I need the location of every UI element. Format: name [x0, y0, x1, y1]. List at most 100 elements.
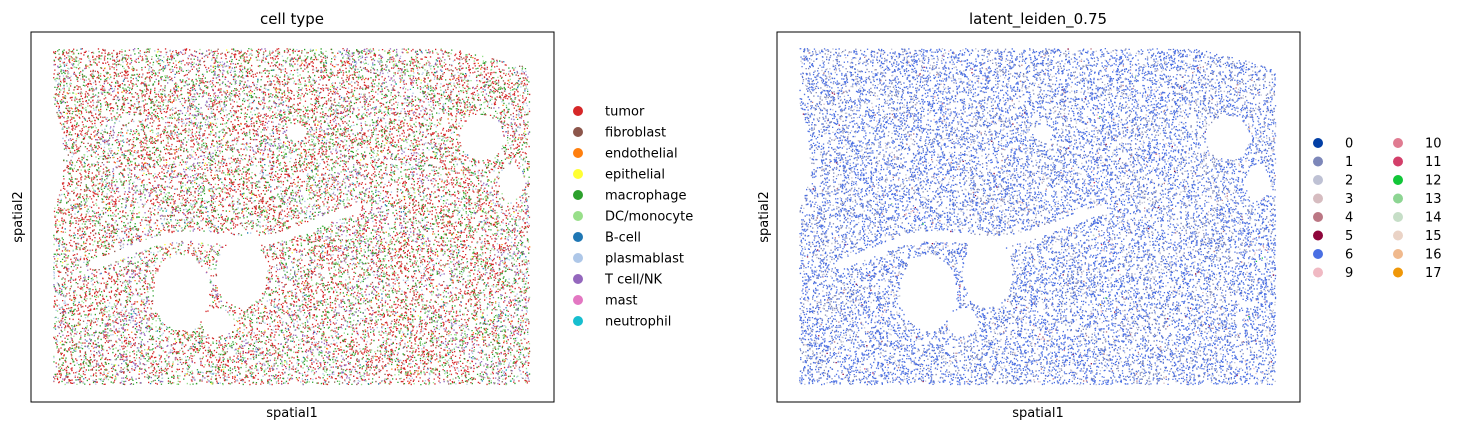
legend-label-3: 3 [1345, 192, 1353, 207]
legend-marker-endothelial [573, 148, 583, 158]
legend-label-4: 4 [1345, 211, 1353, 226]
legend-item-tumor: tumor [573, 105, 645, 120]
points-6 [799, 48, 1277, 386]
legend-label-6: 6 [1345, 248, 1353, 263]
legend-marker-dc-monocyte [573, 211, 583, 221]
legend-marker-fibroblast [573, 127, 583, 137]
legend-marker-13 [1393, 193, 1403, 204]
plot-frame-cell-type [30, 31, 555, 403]
legend-item-3: 3 [1313, 192, 1353, 207]
legend-marker-epithelial [573, 169, 583, 179]
legend-item-t-cell-nk: T cell/NK [573, 273, 663, 288]
legend-item-plasmablast: plasmablast [573, 252, 684, 267]
legend-label-2: 2 [1345, 174, 1353, 189]
legend-label-16: 16 [1425, 248, 1442, 263]
points-neutrophil [61, 83, 528, 382]
points-2 [799, 48, 1277, 386]
legend-item-9: 9 [1313, 266, 1353, 281]
legend-label-17: 17 [1425, 266, 1442, 281]
chart-title-latent-leiden: latent_leiden_0.75 [969, 10, 1107, 29]
legend-item-2: 2 [1313, 174, 1353, 189]
legend-marker-3 [1313, 193, 1323, 204]
legend-item-5: 5 [1313, 229, 1353, 244]
points-plasmablast [53, 48, 530, 386]
plot-frame-latent-leiden [776, 31, 1301, 403]
legend-item-12: 12 [1393, 174, 1442, 189]
legend-marker-17 [1393, 267, 1403, 278]
legend-item-neutrophil: neutrophil [573, 315, 671, 330]
legend-marker-10 [1393, 138, 1403, 148]
legend-item-6: 6 [1313, 248, 1353, 263]
legend-item-b-cell: B-cell [573, 231, 641, 246]
x-axis-label-cell-type: spatial1 [266, 406, 318, 421]
legend-item-11: 11 [1393, 155, 1442, 170]
chart-title-cell-type: cell type [260, 10, 324, 28]
legend-label-5: 5 [1345, 229, 1353, 244]
legend-label-1: 1 [1345, 155, 1353, 170]
legend-marker-b-cell [573, 232, 583, 242]
legend-marker-neutrophil [573, 316, 583, 326]
legend-item-0: 0 [1313, 137, 1353, 152]
legend-label-neutrophil: neutrophil [605, 315, 671, 330]
legend-label-mast: mast [605, 294, 638, 309]
legend-marker-12 [1393, 175, 1403, 185]
legend-label-12: 12 [1425, 174, 1442, 189]
points-macrophage [53, 48, 531, 386]
legend-item-17: 17 [1393, 266, 1442, 281]
legend-marker-6 [1313, 249, 1323, 259]
legend-item-macrophage: macrophage [573, 189, 687, 204]
legend-marker-tumor [573, 106, 583, 116]
x-axis-label-latent-leiden: spatial1 [1012, 406, 1064, 421]
legend-cell-type: tumor fibroblast endothelial epithelial macr… [573, 105, 693, 330]
legend-label-9: 9 [1345, 266, 1353, 281]
legend-marker-9 [1313, 267, 1323, 278]
legend-label-dc-monocyte: DC/monocyte [605, 210, 693, 225]
legend-label-tumor: tumor [605, 105, 645, 120]
legend-item-epithelial: epithelial [573, 168, 665, 183]
legend-item-16: 16 [1393, 248, 1442, 263]
legend-item-1: 1 [1313, 155, 1353, 170]
legend-item-mast: mast [573, 294, 638, 309]
legend-item-4: 4 [1313, 211, 1353, 226]
panel-latent-leiden: latent_leiden_0.75 spatial1 spatial2 012… [757, 10, 1442, 421]
legend-marker-5 [1313, 230, 1323, 241]
scatter-points-cell-type [53, 48, 531, 386]
legend-label-plasmablast: plasmablast [605, 252, 684, 267]
legend-item-13: 13 [1393, 192, 1442, 207]
legend-label-epithelial: epithelial [605, 168, 665, 183]
legend-marker-15 [1393, 230, 1403, 241]
legend-label-b-cell: B-cell [605, 231, 641, 246]
legend-marker-t-cell-nk [573, 274, 583, 284]
legend-marker-macrophage [573, 190, 583, 200]
points-1 [799, 48, 1276, 386]
legend-marker-mast [573, 295, 583, 305]
legend-label-endothelial: endothelial [605, 147, 678, 162]
legend-item-dc-monocyte: DC/monocyte [573, 210, 693, 225]
legend-label-0: 0 [1345, 137, 1353, 152]
legend-label-14: 14 [1425, 211, 1442, 226]
legend-marker-2 [1313, 175, 1323, 185]
legend-label-15: 15 [1425, 229, 1442, 244]
legend-label-11: 11 [1425, 155, 1442, 170]
points-tumor [53, 48, 531, 386]
legend-item-14: 14 [1393, 211, 1442, 226]
legend-item-10: 10 [1393, 137, 1442, 152]
points-dc-monocyte [53, 48, 531, 386]
panel-cell-type: cell type spatial1 spatial2 tumor fibrobl… [11, 10, 693, 421]
legend-label-fibroblast: fibroblast [605, 126, 666, 141]
legend-marker-16 [1393, 249, 1403, 259]
legend-label-10: 10 [1425, 137, 1442, 152]
y-axis-label-cell-type: spatial2 [11, 191, 26, 243]
legend-item-fibroblast: fibroblast [573, 126, 666, 141]
points-17 [1099, 304, 1101, 306]
legend-label-t-cell-nk: T cell/NK [604, 273, 663, 288]
legend-label-13: 13 [1425, 192, 1442, 207]
legend-marker-0 [1313, 138, 1323, 148]
legend-item-endothelial: endothelial [573, 147, 678, 162]
y-axis-label-latent-leiden: spatial2 [757, 191, 772, 243]
legend-marker-14 [1393, 212, 1403, 222]
legend-marker-4 [1313, 212, 1323, 222]
legend-marker-11 [1393, 156, 1403, 167]
